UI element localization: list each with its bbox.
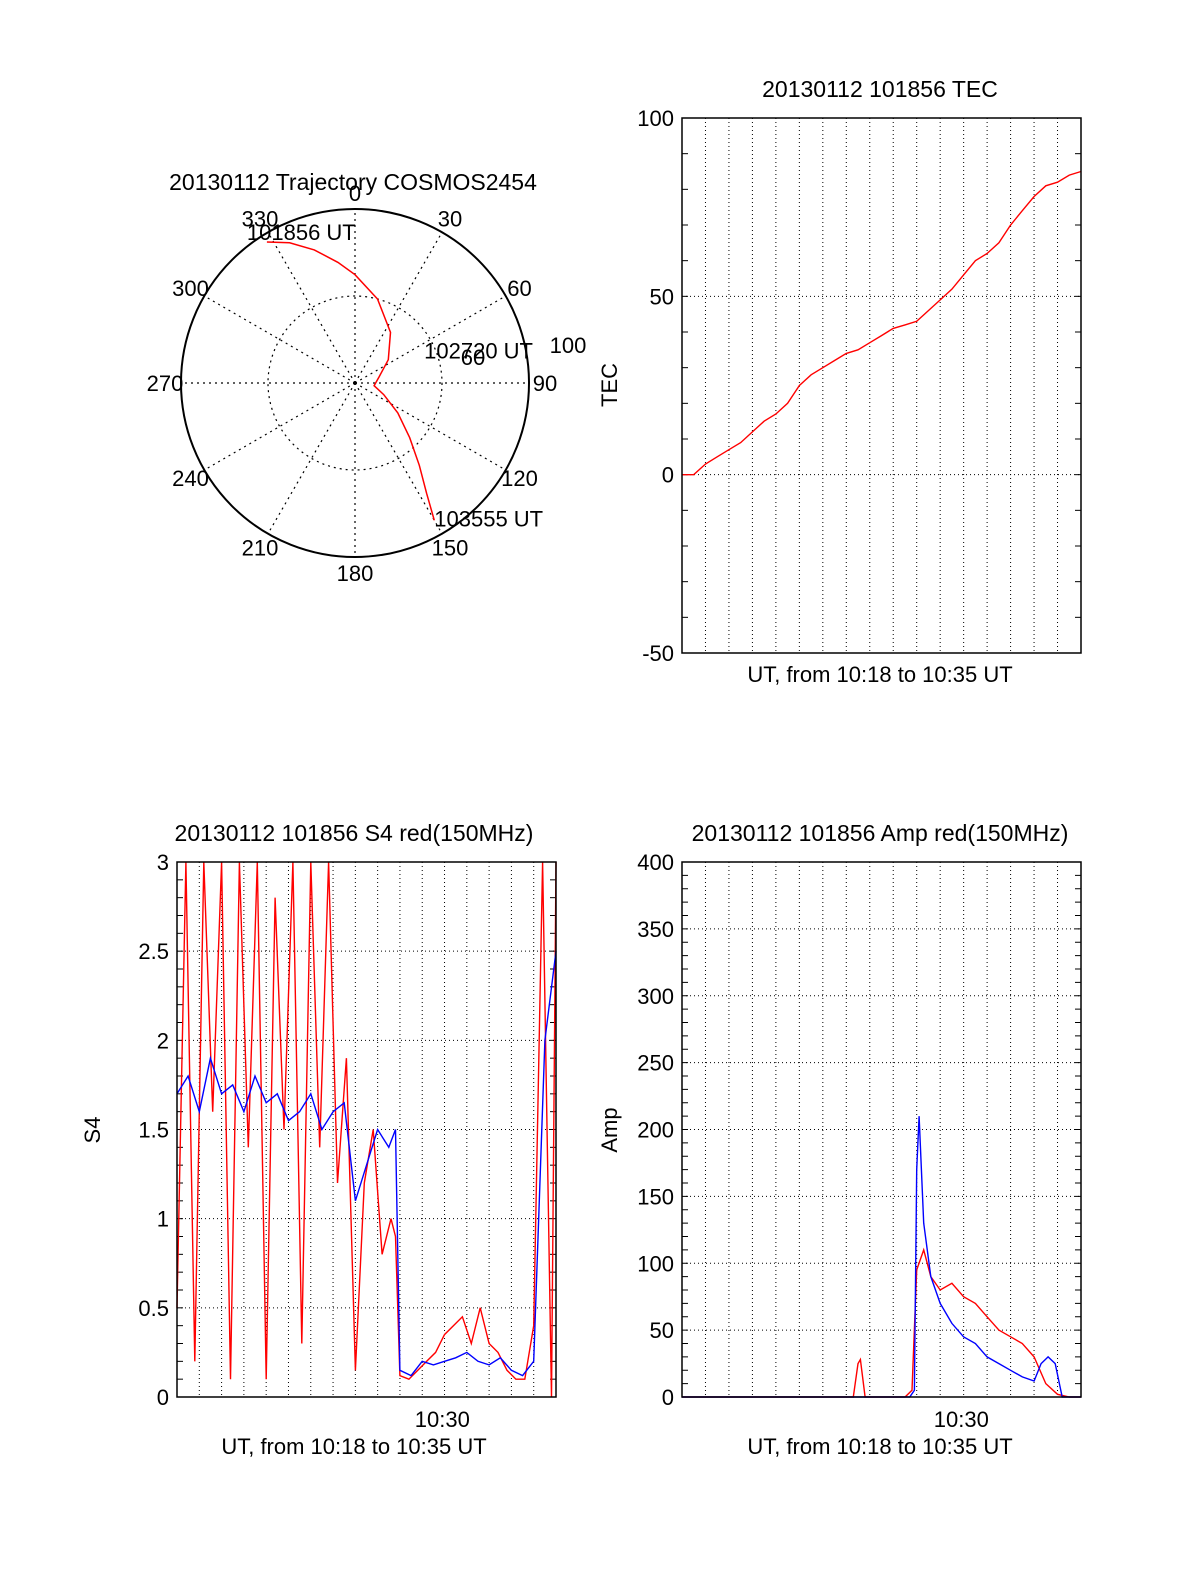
polar-spoke xyxy=(204,382,356,471)
amp-ytick-label: 400 xyxy=(637,850,674,875)
polar-angle-label: 210 xyxy=(242,536,279,561)
tec-series-line-0 xyxy=(682,170,1082,476)
polar-angle-label: 300 xyxy=(172,276,209,301)
polar-angle-label: 60 xyxy=(507,276,531,301)
s4-ytick-label: 2 xyxy=(157,1028,169,1053)
polar-angle-label: 240 xyxy=(172,466,209,491)
tec-panel: 20130112 101856 TEC UT, from 10:18 to 10… xyxy=(597,76,1082,687)
polar-spoke xyxy=(354,382,443,534)
s4-series-line-1 xyxy=(176,951,557,1377)
tec-ytick-label: 0 xyxy=(662,463,674,488)
amp-ytick-label: 150 xyxy=(637,1184,674,1209)
s4-ytick-label: 3 xyxy=(157,850,169,875)
amp-plot-frame xyxy=(681,861,1082,1398)
polar-angle-label: 150 xyxy=(432,536,469,561)
polar-spoke xyxy=(354,232,443,384)
polar-angle-label: 270 xyxy=(147,371,184,396)
polar-spoke xyxy=(354,382,506,471)
s4-xtick-label: 10:30 xyxy=(415,1407,470,1432)
tec-ytick-label: -50 xyxy=(642,641,674,666)
amp-series-line-0 xyxy=(682,1247,1081,1398)
amp-ytick-label: 350 xyxy=(637,917,674,942)
polar-angle-label: 120 xyxy=(501,466,538,491)
polar-outer-circle xyxy=(180,208,530,558)
amp-ytick-label: 50 xyxy=(650,1318,674,1343)
amp-panel: 20130112 101856 Amp red(150MHz) UT, from… xyxy=(597,820,1082,1459)
tec-title: 20130112 101856 TEC xyxy=(762,76,998,102)
amp-xlabel: UT, from 10:18 to 10:35 UT xyxy=(747,1434,1012,1459)
amp-ylabel: Amp xyxy=(597,1107,622,1152)
trajectory-time-label: 103555 UT xyxy=(434,506,543,531)
polar-angle-label: 330 xyxy=(242,206,279,231)
trajectory-title: 20130112 Trajectory COSMOS2454 xyxy=(169,169,537,195)
amp-ytick-label: 200 xyxy=(637,1118,674,1143)
s4-ytick-label: 2.5 xyxy=(138,939,169,964)
amp-ytick-label: 300 xyxy=(637,984,674,1009)
s4-series-line-0 xyxy=(176,861,557,1398)
s4-plot-frame xyxy=(176,861,557,1398)
polar-angle-label: 0 xyxy=(349,181,361,206)
tec-ytick-label: 50 xyxy=(650,284,674,309)
s4-xlabel: UT, from 10:18 to 10:35 UT xyxy=(221,1434,486,1459)
amp-xtick-label: 10:30 xyxy=(934,1407,989,1432)
amp-title: 20130112 101856 Amp red(150MHz) xyxy=(692,820,1069,846)
trajectory-polar-panel: 20130112 Trajectory COSMOS2454 0 30 60 90 12… xyxy=(147,169,587,586)
s4-title: 20130112 101856 S4 red(150MHz) xyxy=(175,820,534,846)
tec-plot-frame xyxy=(681,117,1082,654)
polar-spoke xyxy=(267,232,356,384)
polar-angle-label: 30 xyxy=(438,206,462,231)
amp-ytick-label: 0 xyxy=(662,1385,674,1410)
trajectory-path xyxy=(266,241,436,521)
s4-ylabel: S4 xyxy=(80,1117,105,1144)
polar-spoke xyxy=(204,295,356,384)
s4-panel: 20130112 101856 S4 red(150MHz) UT, from … xyxy=(80,820,557,1459)
polar-radial-label: 100 xyxy=(550,333,587,358)
amp-ytick-label: 100 xyxy=(637,1251,674,1276)
s4-ytick-label: 0 xyxy=(157,1385,169,1410)
tec-ytick-label: 100 xyxy=(637,106,674,131)
amp-series-line-1 xyxy=(682,1116,1081,1398)
trajectory-time-label: 101856 UT xyxy=(247,220,356,245)
trajectory-time-label: 102720 UT xyxy=(424,339,533,364)
amp-ytick-label: 250 xyxy=(637,1051,674,1076)
s4-ytick-label: 1 xyxy=(157,1207,169,1232)
polar-spoke xyxy=(267,382,356,534)
polar-angle-label: 180 xyxy=(337,561,374,586)
s4-ytick-label: 0.5 xyxy=(138,1296,169,1321)
s4-ytick-label: 1.5 xyxy=(138,1118,169,1143)
tec-ylabel: TEC xyxy=(597,363,622,407)
polar-angle-label: 90 xyxy=(533,371,557,396)
tec-xlabel: UT, from 10:18 to 10:35 UT xyxy=(747,662,1012,687)
polar-spoke xyxy=(354,295,506,384)
polar-radial-label: 60 xyxy=(461,345,485,370)
polar-inner-circle xyxy=(267,295,443,471)
